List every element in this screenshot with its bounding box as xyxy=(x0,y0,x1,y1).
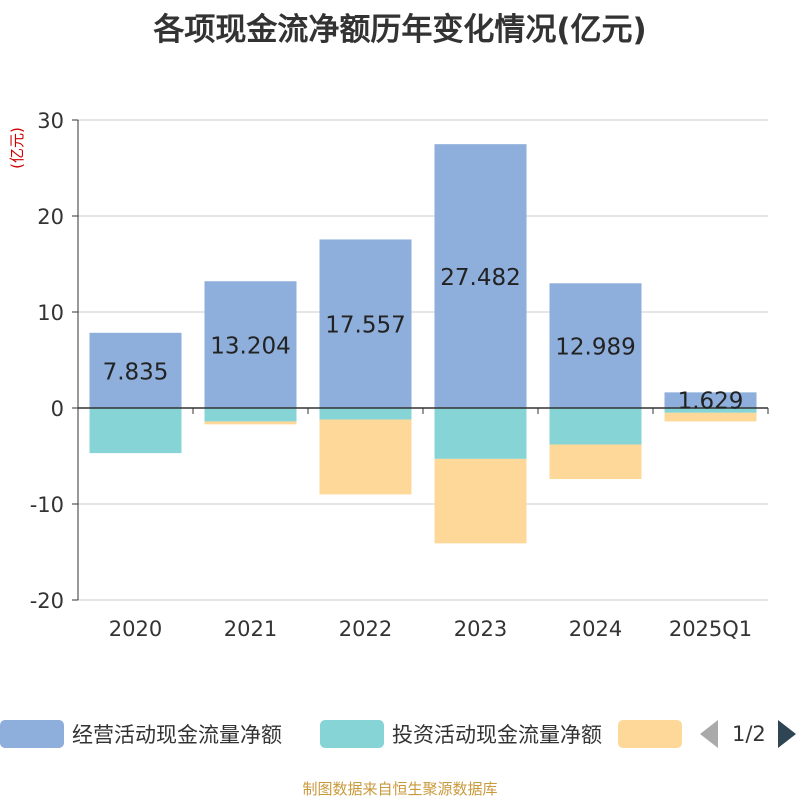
legend-pager: 1/2 xyxy=(700,716,796,752)
bar-2022-series-2 xyxy=(319,419,412,495)
legend: 经营活动现金流量净额 投资活动现金流量净额 1/2 xyxy=(0,716,800,752)
x-tick-label-2021: 2021 xyxy=(224,617,277,641)
chart-title: 各项现金流净额历年变化情况(亿元) xyxy=(153,12,647,48)
y-axis-label: (亿元) xyxy=(8,127,26,169)
bar-2024-series-1 xyxy=(549,408,642,445)
bar-2021-series-1 xyxy=(204,408,297,422)
bar-2020-series-0 xyxy=(89,332,182,408)
bar-2024-series-0 xyxy=(549,283,642,408)
y-tick-label-20: 20 xyxy=(37,205,64,229)
bar-2023-series-1 xyxy=(434,408,527,459)
x-tick-label-2023: 2023 xyxy=(454,617,507,641)
bar-2021-series-0 xyxy=(204,281,297,408)
data-label-2024: 12.989 xyxy=(555,335,635,361)
data-label-2023: 27.482 xyxy=(440,265,520,291)
bar-2022-series-1 xyxy=(319,408,412,420)
y-tick-label--10: -10 xyxy=(30,493,64,517)
legend-item-financing[interactable] xyxy=(618,716,682,752)
bar-2022-series-0 xyxy=(319,239,412,408)
bar-2025Q1-series-2 xyxy=(664,412,757,422)
legend-swatch-investing xyxy=(320,720,384,748)
x-tick-label-2025Q1: 2025Q1 xyxy=(669,617,752,641)
bar-2020-series-1 xyxy=(89,408,182,454)
legend-page-indicator: 1/2 xyxy=(732,722,766,746)
x-tick-label-2020: 2020 xyxy=(109,617,162,641)
bar-2025Q1-series-0 xyxy=(664,392,757,408)
legend-item-operating[interactable]: 经营活动现金流量净额 xyxy=(0,716,282,752)
bar-2021-series-2 xyxy=(204,421,297,425)
data-source-note: 制图数据来自恒生聚源数据库 xyxy=(302,780,498,798)
legend-swatch-operating xyxy=(0,720,64,748)
y-tick-label--20: -20 xyxy=(30,589,64,613)
legend-swatch-financing xyxy=(618,720,682,748)
bar-2023-series-2 xyxy=(434,458,527,544)
bar-2024-series-2 xyxy=(549,444,642,480)
y-tick-label-10: 10 xyxy=(37,301,64,325)
legend-label-operating: 经营活动现金流量净额 xyxy=(72,723,282,747)
legend-item-investing[interactable]: 投资活动现金流量净额 xyxy=(320,716,602,752)
bar-2025Q1-series-1 xyxy=(664,408,757,413)
legend-label-investing: 投资活动现金流量净额 xyxy=(392,723,602,747)
bar-2023-series-0 xyxy=(434,144,527,409)
data-label-2020: 7.835 xyxy=(103,359,169,385)
y-tick-label-0: 0 xyxy=(51,397,64,421)
data-label-2022: 17.557 xyxy=(325,313,405,339)
data-label-2021: 13.204 xyxy=(210,334,290,360)
x-tick-label-2024: 2024 xyxy=(569,617,622,641)
prev-page-icon[interactable] xyxy=(700,720,718,748)
x-tick-label-2022: 2022 xyxy=(339,617,392,641)
y-tick-label-30: 30 xyxy=(37,109,64,133)
data-label-2025Q1: 1.629 xyxy=(678,388,744,414)
next-page-icon[interactable] xyxy=(777,720,796,748)
